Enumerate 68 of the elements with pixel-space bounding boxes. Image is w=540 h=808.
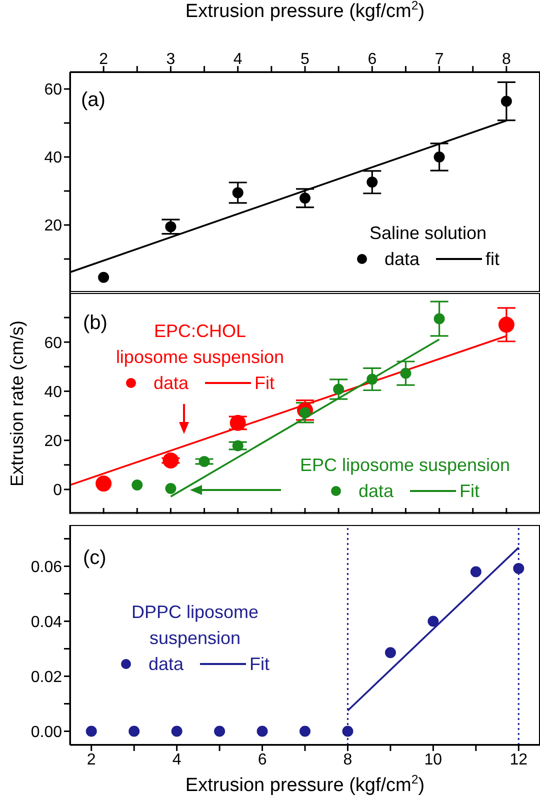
x-tick-label: 7	[434, 51, 444, 68]
x-tick-label: 5	[300, 51, 310, 68]
annotation: EPC liposome suspension	[298, 454, 512, 477]
annotation: (a)	[81, 88, 106, 112]
point	[513, 562, 524, 574]
legend-label: Fit	[254, 372, 275, 395]
point	[342, 726, 354, 737]
point	[498, 316, 514, 333]
x-axis-title: Extrusion pressure (kgf/cm$^{2}$)	[184, 772, 426, 797]
y-axis-title: Extrusion rate (cm/s)	[6, 320, 27, 487]
point	[128, 726, 140, 737]
legend-label: data	[148, 653, 184, 676]
y-tick-label: 0.04	[30, 614, 62, 631]
x-tick-label: 3	[166, 51, 176, 68]
y-tick-label: 60	[44, 334, 62, 352]
point	[470, 566, 482, 578]
x-tick-label: 8	[502, 51, 511, 68]
point	[300, 726, 310, 737]
x-tick-label: 2	[99, 51, 108, 68]
point	[232, 440, 244, 452]
point	[86, 726, 97, 737]
y-tick-label: 40	[44, 150, 62, 167]
x-tick-label: 2	[86, 751, 96, 768]
legend-label: Fit	[250, 653, 270, 676]
x-axis-title: Extrusion pressure (kgf/cm$^{2}$)	[184, 0, 426, 23]
point	[165, 482, 176, 494]
point	[232, 187, 244, 198]
y-tick-label: 0.02	[30, 668, 62, 686]
legend-label: fit	[486, 248, 500, 271]
point	[165, 221, 176, 232]
y-tick-label: 20	[44, 218, 62, 235]
annotation: Saline solution	[368, 222, 488, 245]
x-tick-label: 4	[233, 51, 242, 68]
y-tick-label: 40	[44, 384, 62, 401]
point	[198, 456, 210, 467]
y-tick-label: 0	[53, 482, 62, 500]
point	[214, 726, 226, 737]
point	[98, 272, 110, 283]
point	[333, 384, 344, 395]
point	[171, 726, 182, 737]
point	[132, 480, 143, 491]
legend-label: data	[358, 480, 394, 503]
point	[428, 616, 439, 627]
point	[162, 452, 179, 468]
point	[96, 476, 112, 492]
y-tick-label: 60	[44, 82, 62, 99]
annotation: (c)	[83, 546, 106, 570]
point	[384, 647, 396, 658]
y-tick-label: 20	[44, 433, 62, 450]
annotation: (b)	[83, 311, 108, 335]
y-tick-label: 0.06	[30, 558, 62, 576]
point	[434, 152, 445, 162]
y-tick-label: 0.00	[30, 724, 62, 741]
x-tick-label: 6	[258, 751, 267, 768]
point	[366, 176, 378, 188]
point	[500, 96, 512, 107]
x-tick-label: 4	[172, 751, 182, 768]
legend-label: Fit	[460, 480, 480, 503]
point	[300, 192, 310, 204]
x-tick-label: 6	[368, 51, 377, 68]
point	[256, 726, 268, 737]
point	[434, 313, 445, 324]
legend-label: data	[153, 372, 189, 395]
x-tick-label: 12	[510, 751, 528, 768]
point	[400, 368, 412, 379]
x-tick-label: 10	[424, 751, 442, 768]
legend-label: data	[384, 248, 420, 271]
x-tick-label: 8	[343, 751, 352, 768]
